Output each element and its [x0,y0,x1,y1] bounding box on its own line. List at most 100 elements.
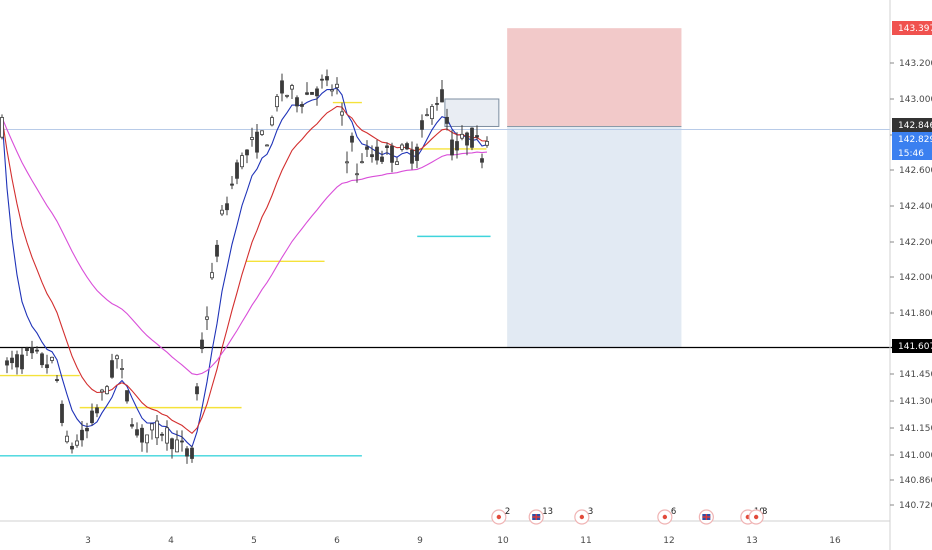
candle[interactable] [185,446,189,464]
candle[interactable] [355,163,359,183]
stop-loss-zone[interactable] [507,28,682,127]
candle[interactable] [10,350,14,370]
economic-event-flag-icon[interactable] [698,509,714,525]
candle[interactable] [375,139,379,165]
candle[interactable] [60,400,64,427]
candle[interactable] [115,354,119,369]
candle[interactable] [175,430,179,453]
candle[interactable] [85,422,89,439]
candle[interactable] [475,125,479,141]
candle[interactable] [305,82,309,96]
candle[interactable] [100,388,104,401]
candle[interactable] [45,354,49,374]
candle[interactable] [300,101,304,114]
candle[interactable] [145,434,149,453]
candle[interactable] [180,430,184,452]
candle[interactable] [65,430,69,444]
candle[interactable] [480,153,484,169]
candle[interactable] [210,262,214,280]
candle[interactable] [345,151,349,174]
candle[interactable] [455,132,459,159]
candle[interactable] [405,141,409,151]
candle[interactable] [420,114,424,138]
candle[interactable] [90,403,94,426]
candle[interactable] [30,340,34,359]
candle[interactable] [55,374,59,383]
candle[interactable] [0,114,4,140]
candle[interactable] [135,422,139,438]
candle[interactable] [200,332,204,354]
candle[interactable] [160,432,164,442]
candle[interactable] [155,414,159,446]
candle[interactable] [390,142,394,173]
candle[interactable] [140,424,144,452]
candle[interactable] [125,390,129,404]
candle[interactable] [335,77,339,95]
take-profit-zone[interactable] [507,126,682,348]
candle[interactable] [395,157,399,165]
candle[interactable] [270,115,274,127]
candle[interactable] [230,175,234,190]
economic-event-icon[interactable] [657,509,673,525]
economic-event-icon[interactable] [491,509,507,525]
candle[interactable] [400,143,404,152]
candle[interactable] [105,385,109,395]
candle[interactable] [465,131,469,156]
candle[interactable] [410,141,414,170]
candle[interactable] [195,383,199,401]
candle[interactable] [235,159,239,185]
candle[interactable] [450,130,454,161]
candle[interactable] [245,149,249,164]
candle[interactable] [260,130,264,136]
candle[interactable] [385,142,389,155]
candle[interactable] [360,153,364,164]
candle[interactable] [295,95,299,113]
candle[interactable] [470,127,474,151]
candle[interactable] [120,358,124,379]
candle[interactable] [350,132,354,152]
candle[interactable] [110,353,114,379]
candle[interactable] [265,144,269,147]
candle[interactable] [280,73,284,102]
candle[interactable] [425,108,429,117]
candle[interactable] [285,94,289,99]
candle[interactable] [370,145,374,163]
candle[interactable] [190,445,194,463]
candle[interactable] [165,420,169,451]
candle[interactable] [225,196,229,216]
candle[interactable] [275,93,279,112]
candle[interactable] [130,417,134,429]
candle[interactable] [205,306,209,330]
candle[interactable] [40,352,44,368]
candle[interactable] [250,127,254,147]
ema-fast-line[interactable] [1,87,488,448]
candle[interactable] [25,346,29,357]
candle[interactable] [290,83,294,100]
candle[interactable] [365,140,369,157]
ema-slow-line[interactable] [1,117,488,376]
candle[interactable] [50,356,54,364]
candle[interactable] [430,104,434,125]
candle[interactable] [240,152,244,170]
candle[interactable] [170,437,174,459]
candle[interactable] [330,84,334,97]
economic-event-flag-icon[interactable] [528,509,544,525]
candle[interactable] [340,102,344,126]
candle[interactable] [325,69,329,87]
candle[interactable] [320,74,324,89]
candle[interactable] [70,442,74,454]
candle[interactable] [435,96,439,111]
candle[interactable] [80,421,84,447]
candle[interactable] [95,404,99,418]
candle[interactable] [255,124,259,159]
candle[interactable] [440,79,444,103]
ema-mid-line[interactable] [1,105,488,435]
economic-event-icon[interactable] [574,509,590,525]
candle[interactable] [150,423,154,440]
candle[interactable] [35,346,39,354]
candle[interactable] [215,239,219,263]
range-box[interactable] [444,98,500,127]
candle[interactable] [380,150,384,164]
